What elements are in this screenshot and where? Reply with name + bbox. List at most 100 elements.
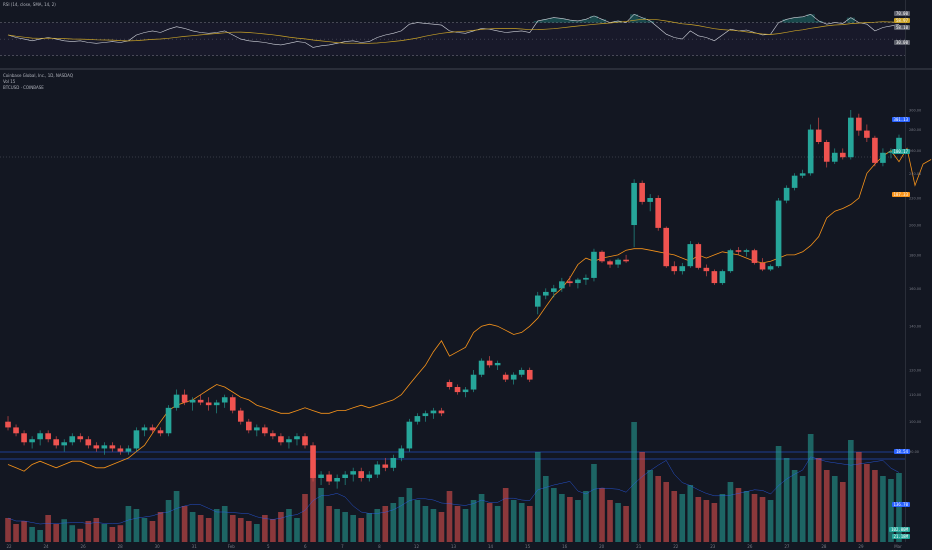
volume-bar [358,518,365,542]
rsi-overbought-fill [573,20,582,23]
rsi-value-tag: 58.10 [893,25,910,30]
volume-bar [69,525,76,542]
candle-body [350,471,356,475]
candle-body [197,399,204,403]
candle-body [173,394,180,408]
candle [775,197,782,268]
candle-body [342,474,348,478]
volume-bar [21,521,27,542]
candle [872,135,878,167]
candle-body [318,474,324,478]
candle [526,367,533,383]
candle-body [422,413,429,417]
candle [759,258,766,272]
volume-bar [518,503,525,542]
pane-separator[interactable] [0,68,932,70]
candle [45,430,51,443]
candle-body [414,416,421,422]
rsi-lower-band-tag: 30.00 [893,40,910,45]
volume-bar [599,488,605,542]
candle-body [791,175,798,188]
volume-bar [149,521,156,542]
candle [37,430,43,446]
candle-body [831,152,838,162]
volume-bar [775,446,782,542]
candle-body [615,259,621,265]
time-axis-label: 22 [6,544,12,549]
volume-bar [872,470,878,542]
volume-bar [165,500,172,542]
candle-body [695,244,702,268]
candle-body [583,277,589,280]
candle-body [896,137,902,152]
rsi-overbought-fill [798,16,807,23]
price-tick-label: 300.00 [909,109,921,113]
candle [334,474,340,489]
rsi-overbought-fill [565,20,574,23]
volume-bar [743,491,750,542]
volume-bar [735,488,742,542]
candle [823,139,830,168]
candle [197,394,204,406]
volume-bar [486,503,493,542]
candle-body [719,271,726,284]
candle [559,277,565,292]
candle-body [542,291,549,296]
volume-ma-line [7,456,900,525]
candle-body [856,117,862,131]
candle-body [374,464,381,475]
volume-bar [318,488,324,542]
candle-body [575,279,581,284]
candle [679,262,686,275]
volume-bar [526,506,533,542]
rsi-overbought-fill [846,17,855,23]
candle-body [302,436,308,446]
price-tick-label: 200.00 [909,224,921,228]
price-tick-label: 260.00 [909,149,921,153]
volume-bar [197,515,204,542]
rsi-pane[interactable]: RSI (14, close, SMA, 14, 2) 70.00 58.97 … [0,0,932,68]
volume-bar [623,506,629,542]
candle [213,399,220,414]
candle [695,242,702,270]
candle-body [655,197,661,228]
candle-body [807,129,814,174]
candle [575,277,581,289]
rsi-upper-band-tag: 70.00 [893,11,910,16]
candle [599,250,605,263]
volume-bar [759,497,766,542]
volume-bar [615,503,621,542]
volume-bar [575,500,581,542]
price-pane[interactable]: 300.00 280.00 260.00 240.00 220.00 200.00 180.… [0,70,932,542]
volume-bar [687,485,694,542]
volume-bar [864,464,870,542]
price-tick-label: 280.00 [909,128,921,132]
rsi-ma-line [7,18,900,44]
candle [478,358,485,378]
candle-body [294,436,300,440]
candle [470,369,477,393]
candle [510,372,517,385]
candle-body [502,374,509,380]
candle [591,248,597,282]
candle [254,424,260,437]
volume-bar [438,512,445,542]
candle [848,110,854,160]
time-axis[interactable]: 22 24 26 28 30 31 Feb 5 6 7 8 12 13 14 15 16 20 21 22 23 26 2… [0,542,932,550]
candle [494,360,501,370]
time-axis-label: 23 [710,544,716,549]
rsi-overbought-fill [589,15,598,23]
candle [751,248,758,265]
volume-bar [302,494,308,542]
candle-body [799,173,806,176]
volume-bar [454,506,461,542]
candle [735,247,742,255]
candle-body [189,399,196,403]
candle-body [278,436,284,443]
candle [157,427,164,437]
btc-overlay-tag: 187.33 [891,192,910,197]
symbol-legend: Coinbase Global, Inc., 1D, NASDAQ [3,73,73,78]
rsi-overbought-fill [549,17,558,23]
rsi-chart [0,0,932,68]
candle-body [117,448,124,452]
